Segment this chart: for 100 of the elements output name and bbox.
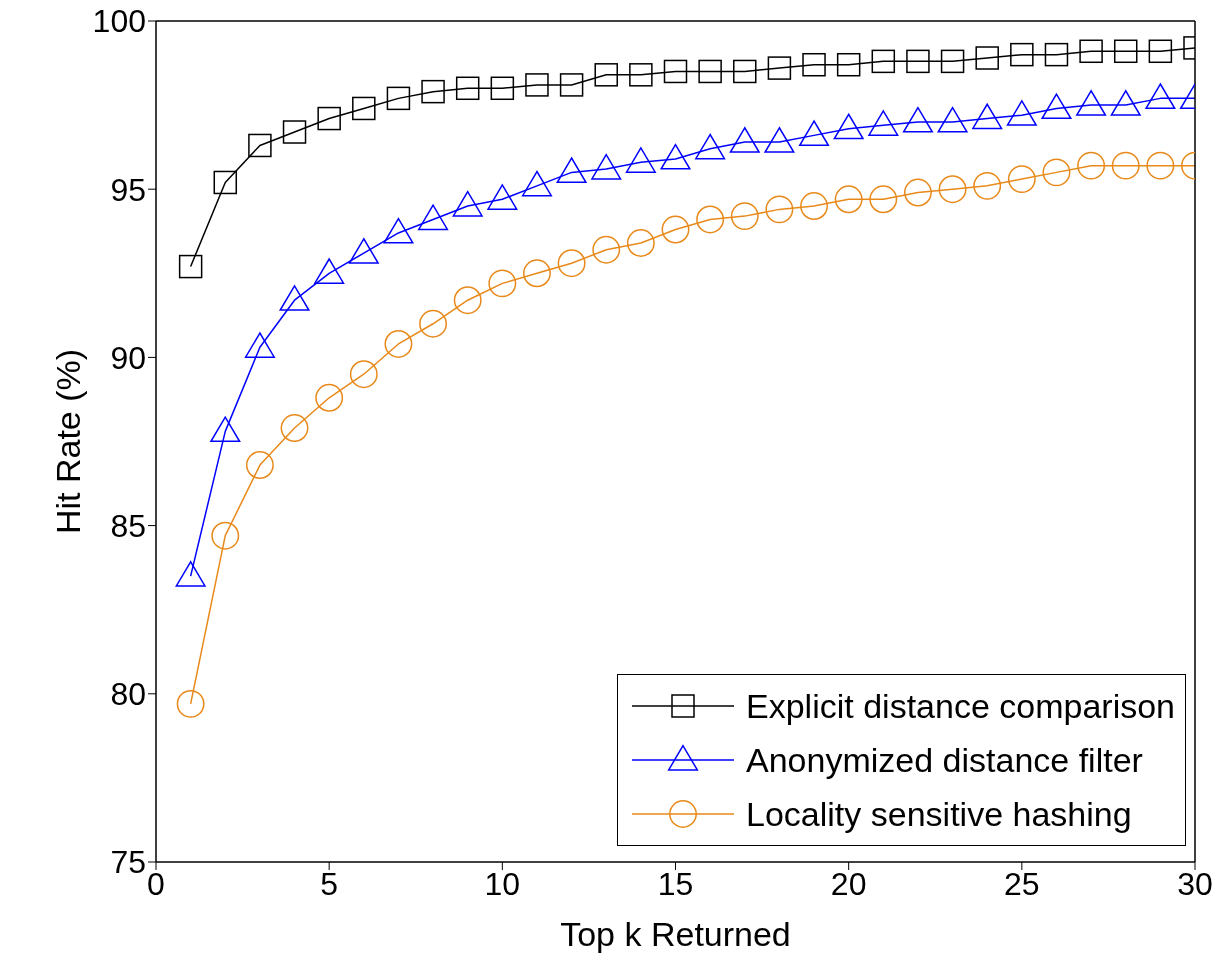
point <box>767 56 792 80</box>
point <box>906 49 930 74</box>
point <box>1044 42 1069 67</box>
point <box>663 59 688 84</box>
point <box>591 153 622 180</box>
point <box>1148 39 1173 64</box>
x-tick-label: 30 <box>1177 865 1213 902</box>
point <box>800 192 828 220</box>
point <box>244 332 275 358</box>
point <box>383 217 414 244</box>
point <box>625 147 656 173</box>
point <box>834 185 863 214</box>
point <box>973 171 1002 200</box>
point <box>868 110 899 136</box>
point <box>176 689 205 718</box>
y-tick-label: 90 <box>110 339 146 376</box>
point <box>1042 158 1071 187</box>
point <box>248 133 272 158</box>
point <box>730 202 759 231</box>
point <box>352 96 376 121</box>
x-tick-label: 10 <box>484 865 521 902</box>
legend-label: Locality sensitive hashing <box>746 794 1132 834</box>
point <box>696 205 725 234</box>
point <box>1146 151 1175 180</box>
point <box>280 414 309 442</box>
point <box>902 106 933 133</box>
x-tick-label: 20 <box>830 865 867 902</box>
x-tick-label: 15 <box>657 865 694 902</box>
point <box>869 185 898 214</box>
point <box>802 52 826 77</box>
point <box>1110 90 1141 116</box>
point <box>594 63 618 87</box>
point <box>1076 90 1107 116</box>
x-tick-label: 0 <box>147 865 165 902</box>
point <box>660 143 691 170</box>
point <box>487 184 518 210</box>
point <box>798 120 830 147</box>
legend-label: Anonymized distance filter <box>746 740 1143 780</box>
point <box>1113 39 1138 64</box>
point <box>453 286 482 315</box>
point <box>488 269 517 298</box>
point <box>211 521 240 550</box>
point <box>1145 83 1176 110</box>
point <box>282 120 307 144</box>
y-axis-title: Hit Rate (%) <box>49 348 88 535</box>
point <box>1007 165 1036 194</box>
point <box>384 329 413 358</box>
point <box>764 127 795 153</box>
point <box>626 229 655 257</box>
point <box>1111 151 1140 180</box>
point <box>1079 39 1103 64</box>
point <box>525 73 549 97</box>
y-tick-label: 85 <box>110 507 146 544</box>
point <box>452 190 483 217</box>
point <box>729 127 760 153</box>
point <box>349 360 378 389</box>
point <box>695 133 726 160</box>
point <box>523 259 551 288</box>
x-tick-label: 25 <box>1004 865 1040 902</box>
y-tick-label: 80 <box>110 676 146 713</box>
point <box>836 52 861 77</box>
x-axis-title: Top k Returned <box>560 915 791 953</box>
point <box>213 170 238 195</box>
point <box>1041 93 1072 120</box>
point <box>315 383 344 412</box>
point <box>521 170 553 197</box>
legend-label: Explicit distance comparison <box>746 686 1175 726</box>
point <box>386 86 411 111</box>
point <box>421 79 445 104</box>
point <box>210 416 241 443</box>
point <box>592 235 621 264</box>
point <box>557 249 586 278</box>
point <box>937 106 968 133</box>
point <box>418 204 449 231</box>
y-tick-label: 100 <box>92 3 146 40</box>
point <box>245 451 274 479</box>
point <box>178 254 203 279</box>
y-tick-label: 75 <box>110 844 146 881</box>
point <box>661 215 690 244</box>
point <box>279 285 310 311</box>
point <box>348 238 379 264</box>
point <box>733 59 757 84</box>
point <box>419 309 448 338</box>
point <box>559 73 584 97</box>
point <box>972 103 1003 130</box>
point <box>455 76 480 101</box>
point <box>938 175 967 204</box>
point <box>1006 100 1037 126</box>
point <box>903 178 932 207</box>
point <box>1010 42 1034 67</box>
point <box>629 63 653 87</box>
point <box>698 59 722 84</box>
point <box>1077 151 1106 180</box>
y-tick-label: 95 <box>110 171 146 208</box>
point <box>556 157 587 184</box>
point <box>765 195 794 224</box>
point <box>490 76 515 101</box>
point <box>314 258 345 284</box>
point <box>940 49 965 74</box>
x-tick-label: 5 <box>320 865 339 902</box>
